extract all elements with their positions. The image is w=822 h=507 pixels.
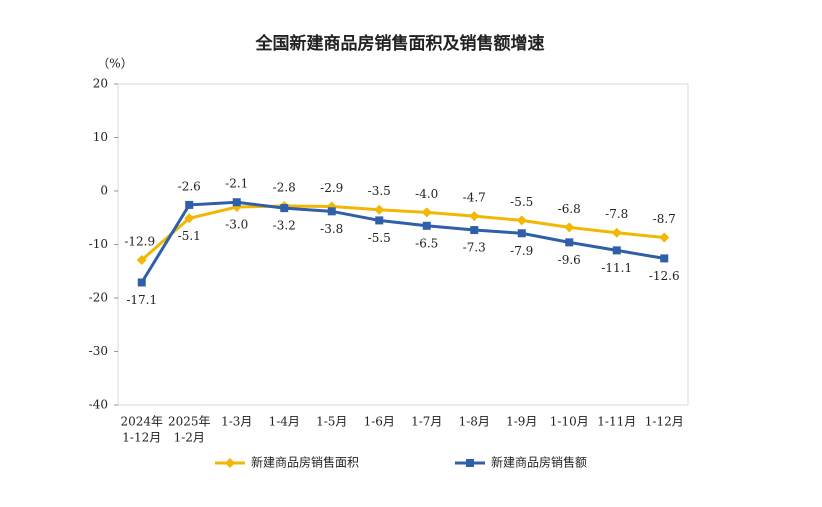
point [470, 226, 479, 235]
data-label: -6.5 [415, 236, 438, 250]
x-tick-label: 1-9月 [506, 415, 537, 429]
point [374, 204, 385, 215]
legend-label: 新建商品房销售额 [491, 455, 587, 470]
x-tick-label: 1-5月 [316, 415, 347, 429]
x-year-label: 2024年 [120, 415, 163, 429]
data-label: -12.6 [649, 269, 680, 283]
y-tick-label: -40 [89, 398, 108, 412]
data-label: -5.5 [510, 195, 533, 209]
y-tick-label: -10 [89, 237, 108, 251]
point [280, 204, 289, 213]
data-label: -6.8 [558, 202, 581, 216]
point [611, 227, 622, 238]
point [564, 222, 575, 233]
data-label: -5.5 [368, 231, 391, 245]
legend-marker [225, 458, 235, 468]
data-label: -3.8 [320, 222, 343, 236]
legend-marker [466, 459, 474, 467]
point [232, 198, 241, 207]
point [184, 213, 195, 224]
data-label: -2.6 [178, 179, 201, 193]
point [327, 207, 336, 216]
x-tick-label: 1-4月 [269, 415, 300, 429]
data-label: -11.1 [601, 261, 632, 275]
point [517, 229, 526, 238]
data-label: -2.1 [225, 177, 248, 191]
point [516, 215, 527, 226]
y-tick-label: -30 [89, 344, 108, 358]
point [565, 238, 574, 247]
point [659, 232, 670, 243]
data-label: -2.9 [320, 181, 343, 195]
point [185, 200, 194, 209]
data-label: -7.9 [510, 244, 533, 258]
data-label: -8.7 [653, 212, 676, 226]
point [612, 246, 621, 255]
x-tick-label: 1-12月 [122, 431, 161, 445]
point [137, 278, 146, 287]
point [660, 254, 669, 263]
chart-title: 全国新建商品房销售面积及销售额增速 [255, 33, 545, 54]
x-tick-label: 1-11月 [597, 415, 636, 429]
data-label: -7.8 [605, 207, 628, 221]
x-tick-label: 1-6月 [364, 415, 395, 429]
data-label: -12.9 [124, 235, 155, 249]
data-label: -3.5 [368, 184, 391, 198]
data-label: -9.6 [558, 253, 581, 267]
data-label: -4.7 [463, 191, 486, 205]
point [136, 255, 147, 266]
data-label: -2.8 [273, 180, 296, 194]
x-tick-label: 1-3月 [221, 415, 252, 429]
unit-label: （%） [97, 57, 132, 71]
x-tick-label: 1-2月 [174, 431, 205, 445]
y-tick-label: 10 [93, 130, 108, 144]
data-label: -3.0 [225, 218, 248, 232]
x-tick-label: 1-7月 [411, 415, 442, 429]
point [469, 211, 480, 222]
legend-label: 新建商品房销售面积 [251, 455, 359, 470]
series-line [140, 204, 665, 262]
series-line [140, 200, 665, 284]
data-label: -4.0 [415, 187, 438, 201]
point [422, 221, 431, 230]
data-label: -7.3 [463, 241, 486, 255]
point [421, 207, 432, 218]
data-label: -17.1 [126, 293, 157, 307]
x-tick-label: 1-10月 [550, 415, 589, 429]
point [375, 216, 384, 225]
data-label: -3.2 [273, 219, 296, 233]
x-tick-label: 1-12月 [645, 415, 684, 429]
data-label: -5.1 [178, 229, 201, 243]
x-year-label: 2025年 [168, 415, 211, 429]
y-tick-label: 0 [100, 184, 108, 198]
y-tick-label: 20 [93, 77, 108, 91]
x-tick-label: 1-8月 [459, 415, 490, 429]
y-tick-label: -20 [89, 291, 108, 305]
